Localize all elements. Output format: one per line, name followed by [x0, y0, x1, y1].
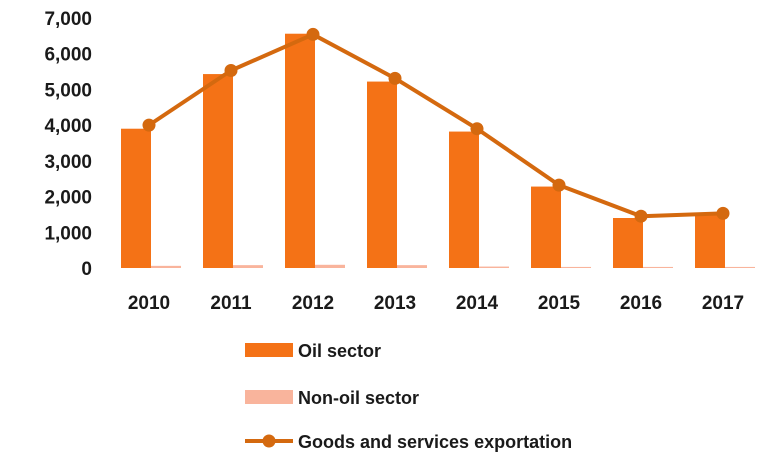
bar-oil-sector [695, 214, 725, 268]
exportation-point [224, 64, 238, 77]
bar-oil-sector [449, 131, 479, 268]
bar-non-oil-sector [233, 265, 263, 268]
y-tick-label: 6,000 [44, 45, 92, 66]
bar-non-oil-sector [397, 265, 427, 268]
x-tick-label: 2012 [292, 293, 334, 314]
legend-label-non-oil-sector: Non-oil sector [298, 388, 419, 408]
exportation-point [634, 209, 648, 223]
x-tick-label: 2013 [374, 293, 416, 314]
legend-label-goods-and-services-exportation: Goods and services exportation [298, 432, 572, 452]
oil-sector-bars [121, 33, 725, 268]
exportation-point [716, 206, 730, 220]
x-tick-label: 2016 [620, 293, 662, 314]
x-axis-ticks: 2010 2011 2012 2013 2014 2015 2016 2017 [128, 293, 744, 314]
bar-oil-sector [613, 218, 643, 268]
exportation-line [147, 32, 724, 219]
bar-oil-sector [531, 186, 561, 268]
bar-non-oil-sector [479, 266, 509, 268]
y-tick-label: 4,000 [44, 116, 92, 137]
exportation-point [552, 178, 566, 192]
exportation-point [470, 122, 484, 136]
y-tick-label: 2,000 [44, 188, 92, 209]
non-oil-sector-bars [151, 264, 755, 268]
legend: Oil sector Non-oil sector Goods and serv… [245, 341, 572, 452]
y-axis-ticks: 0 1,000 2,000 3,000 4,000 5,000 6,000 7,000 [44, 9, 92, 280]
legend-swatch-oil-sector [245, 343, 293, 357]
y-tick-label: 5,000 [44, 80, 92, 101]
bar-non-oil-sector [315, 264, 345, 268]
bar-oil-sector [203, 74, 233, 268]
bar-non-oil-sector [561, 266, 591, 268]
legend-label-oil-sector: Oil sector [298, 341, 381, 361]
y-tick-label: 7,000 [44, 9, 92, 30]
legend-marker-exportation [262, 434, 276, 448]
bar-oil-sector [121, 128, 151, 268]
bar-oil-sector [285, 33, 315, 268]
bar-non-oil-sector [725, 266, 755, 268]
exportation-line-series [142, 27, 730, 223]
exportation-point [142, 118, 156, 132]
bar-oil-sector [367, 81, 397, 268]
x-tick-label: 2015 [538, 293, 581, 314]
y-tick-label: 3,000 [44, 152, 92, 173]
y-tick-label: 1,000 [44, 223, 92, 244]
exportation-point [388, 71, 402, 85]
legend-swatch-non-oil-sector [245, 390, 293, 404]
x-tick-label: 2010 [128, 293, 170, 314]
exportation-point [306, 27, 320, 41]
bar-non-oil-sector [151, 265, 181, 268]
x-tick-label: 2011 [210, 293, 252, 314]
x-tick-label: 2017 [702, 293, 744, 314]
bar-non-oil-sector [643, 266, 673, 268]
y-tick-label: 0 [81, 259, 92, 280]
x-tick-label: 2014 [456, 293, 499, 314]
